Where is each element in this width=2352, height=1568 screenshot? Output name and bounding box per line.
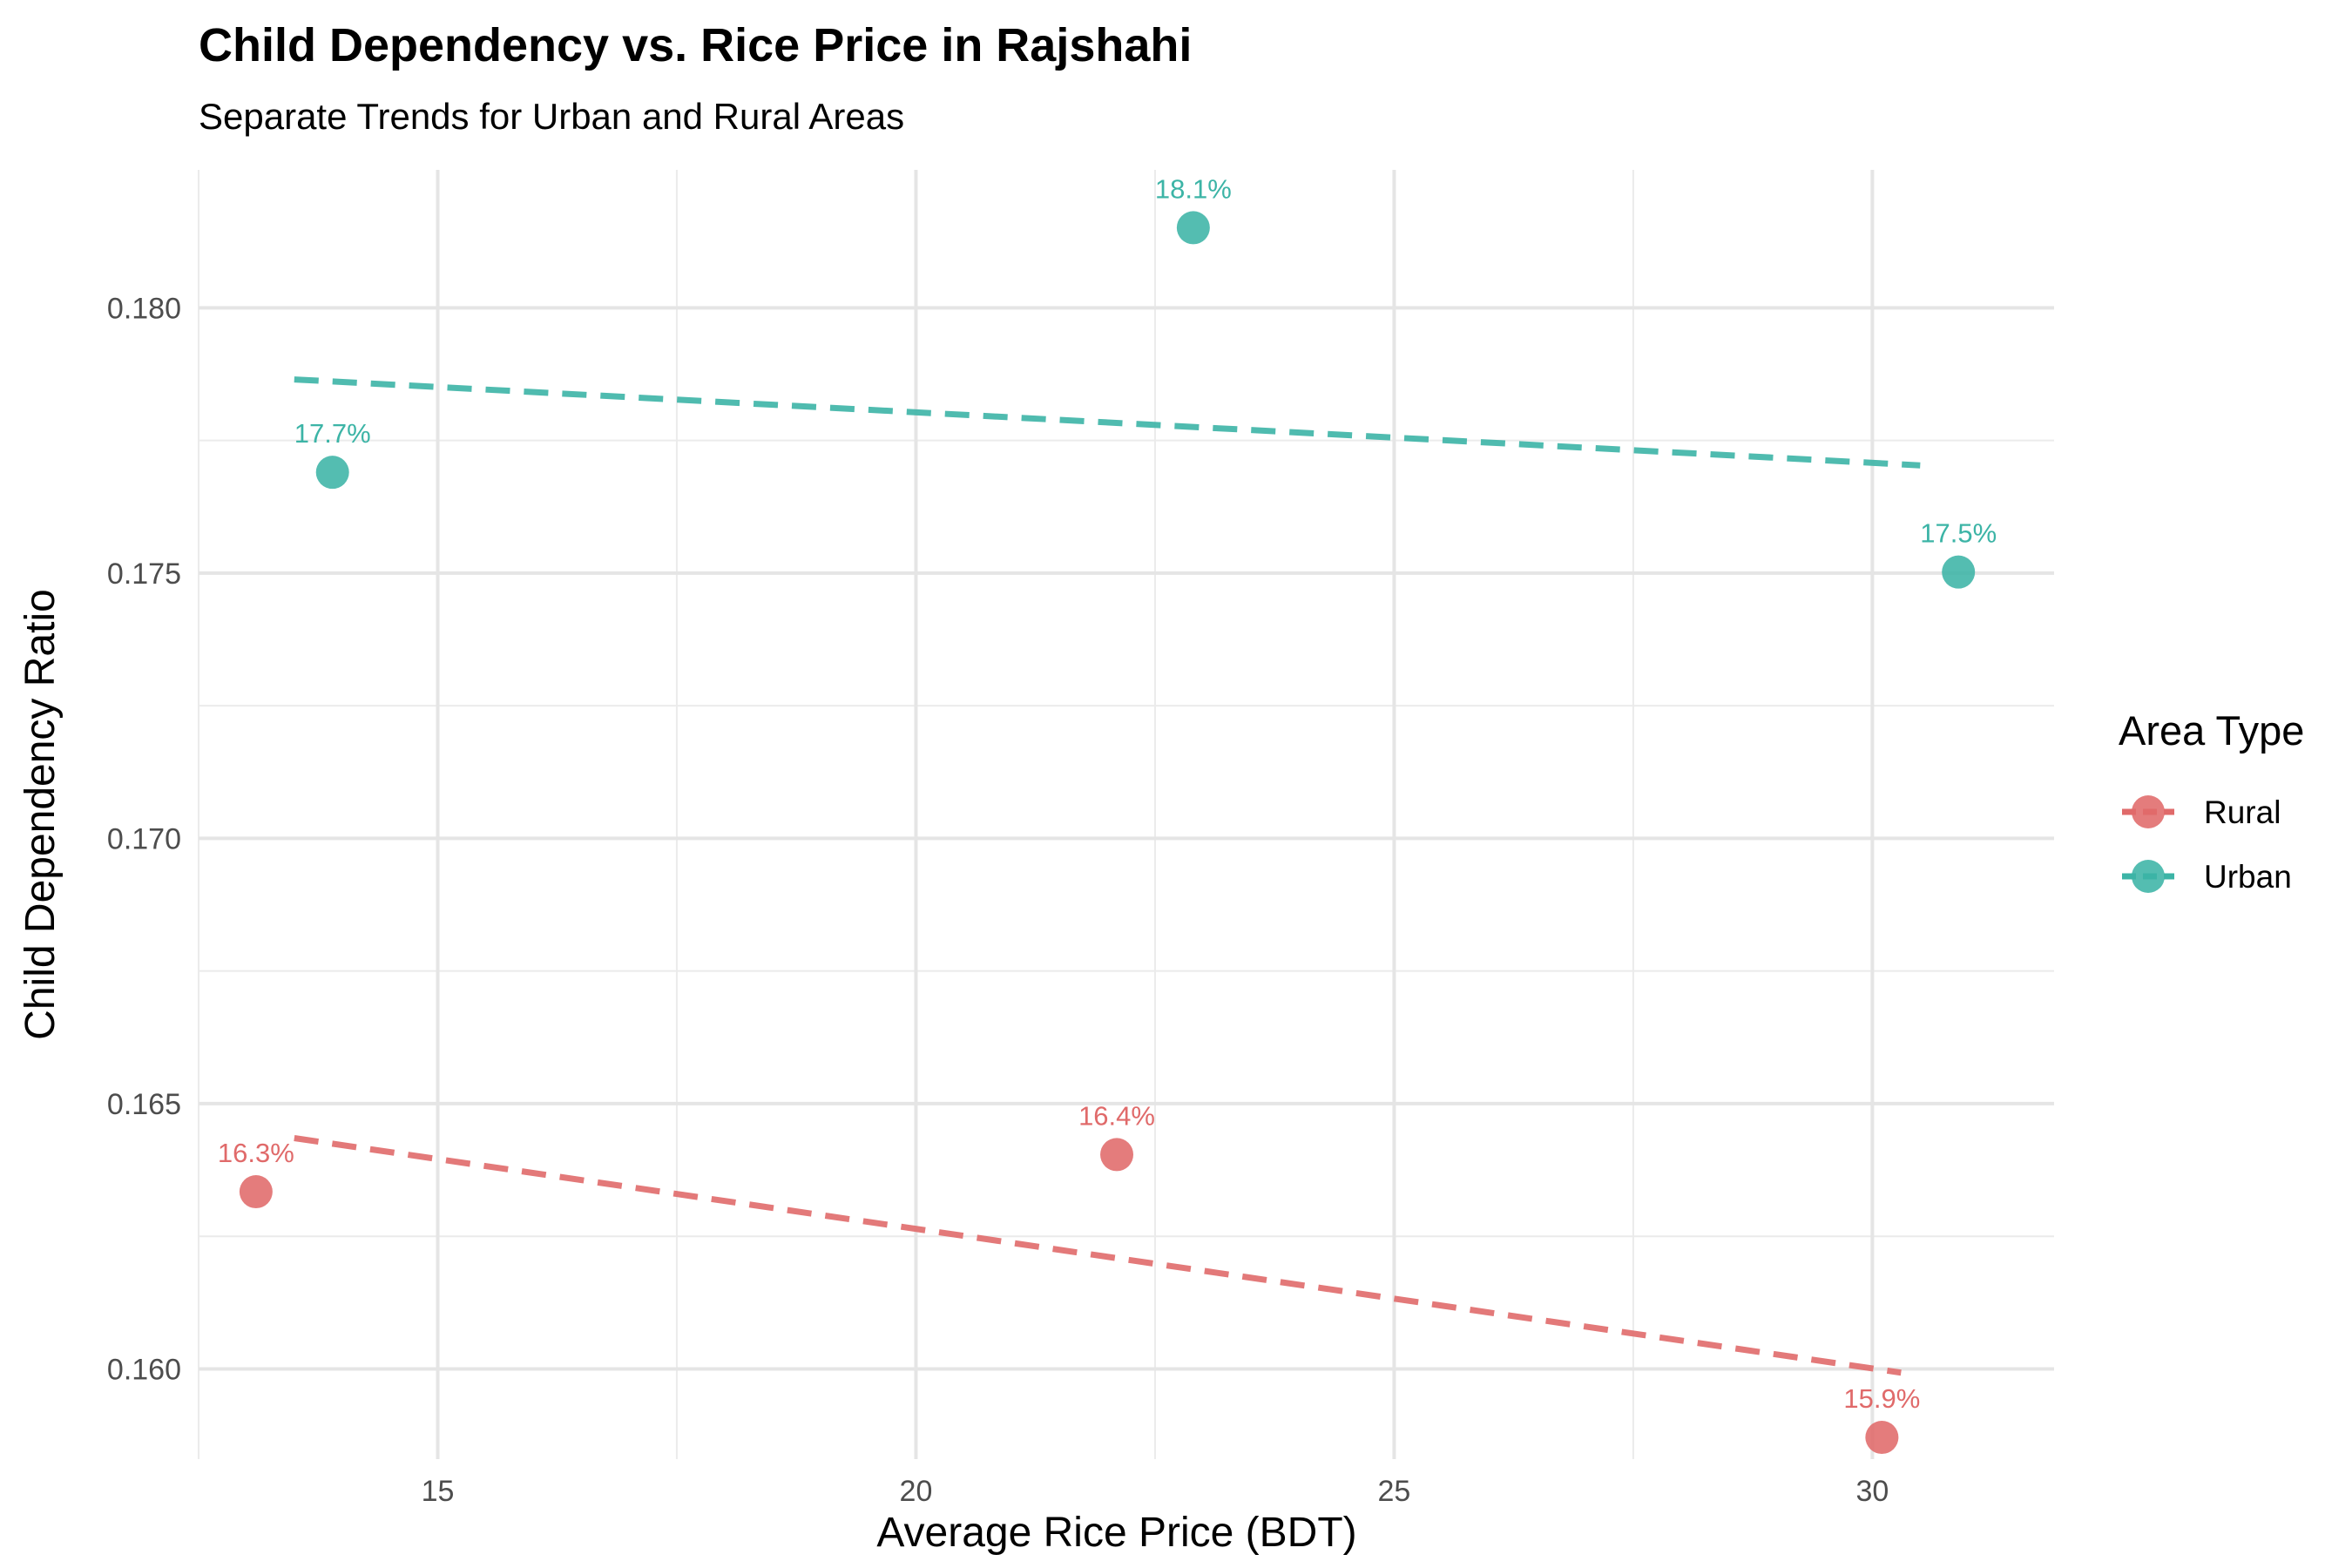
legend: Area Type Rural Urban <box>2119 707 2304 895</box>
data-label-urban: 17.5% <box>1920 518 1997 549</box>
grid <box>198 170 2054 1459</box>
y-axis-title: Child Dependency Ratio <box>17 589 64 1040</box>
point-urban <box>1176 211 1210 245</box>
point-rural <box>1100 1138 1134 1172</box>
y-tick-label: 0.175 <box>107 558 181 591</box>
y-tick-label: 0.170 <box>107 822 181 855</box>
data-label-rural: 16.4% <box>1078 1100 1155 1131</box>
chart-subtitle: Separate Trends for Urban and Rural Area… <box>199 96 904 137</box>
y-tick-label: 0.165 <box>107 1088 181 1121</box>
y-tick-label: 0.160 <box>107 1353 181 1386</box>
legend-key-point-urban <box>2132 860 2165 893</box>
trend-line-urban <box>294 376 1921 469</box>
data-labels: 16.3% 16.4% 15.9% 17.7% 18.1% 17.5% <box>218 173 1997 1414</box>
x-tick-label: 20 <box>900 1475 933 1508</box>
y-tick-label: 0.180 <box>107 292 181 325</box>
x-axis-title: Average Rice Price (BDT) <box>876 1510 1356 1556</box>
x-tick-label: 15 <box>422 1475 455 1508</box>
trend-line-rural <box>294 1135 1902 1376</box>
data-label-urban: 17.7% <box>294 418 371 449</box>
x-tick-label: 25 <box>1378 1475 1411 1508</box>
point-rural <box>239 1175 273 1209</box>
tick-labels: 0.160 0.165 0.170 0.175 0.180 15 20 25 30 <box>107 292 1889 1508</box>
point-urban <box>1942 555 1976 589</box>
legend-label-urban: Urban <box>2204 859 2292 895</box>
data-label-urban: 18.1% <box>1155 173 1232 204</box>
point-urban <box>315 456 349 490</box>
x-tick-label: 30 <box>1855 1475 1889 1508</box>
trend-lines <box>294 376 1921 1376</box>
legend-title: Area Type <box>2119 707 2304 754</box>
legend-key-point-rural <box>2132 795 2165 828</box>
point-rural <box>1865 1421 1899 1455</box>
chart-title: Child Dependency vs. Rice Price in Rajsh… <box>199 19 1192 71</box>
legend-label-rural: Rural <box>2204 794 2281 830</box>
data-points <box>239 211 1976 1455</box>
data-label-rural: 15.9% <box>1843 1383 1920 1414</box>
data-label-rural: 16.3% <box>218 1138 294 1168</box>
